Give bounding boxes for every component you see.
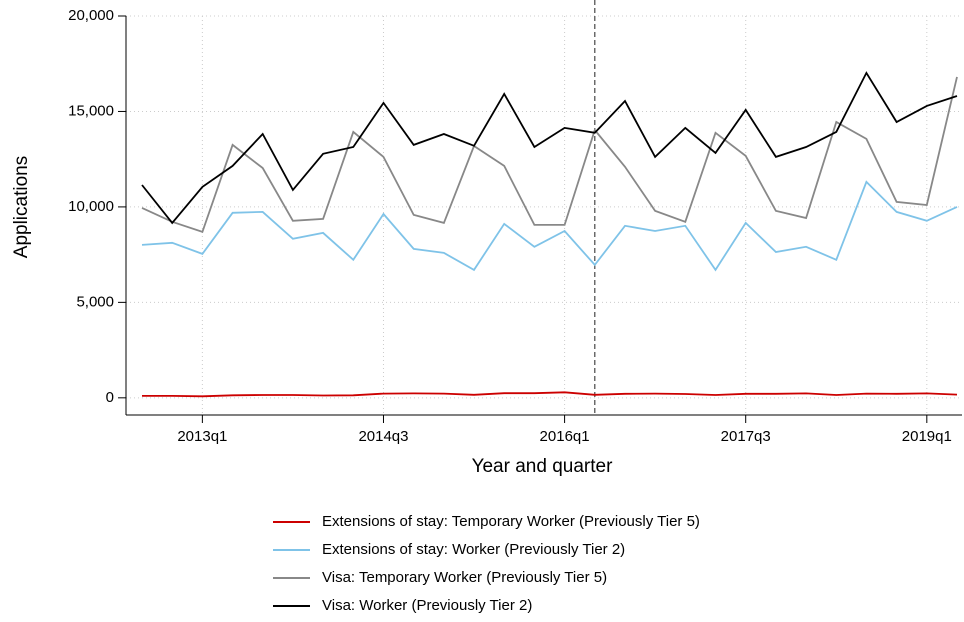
legend-label: Extensions of stay: Worker (Previously T…	[322, 541, 625, 558]
y-axis-title: Applications	[11, 156, 32, 258]
legend-label: Visa: Worker (Previously Tier 2)	[322, 597, 532, 614]
legend-label: Visa: Temporary Worker (Previously Tier …	[322, 569, 607, 586]
series-line	[141, 180, 958, 272]
y-tick-label: 10,000	[68, 198, 114, 215]
x-tick-label: 2013q1	[177, 428, 227, 445]
legend-label: Extensions of stay: Temporary Worker (Pr…	[322, 513, 700, 530]
y-tick-label: 0	[106, 389, 114, 406]
x-tick-label: 2016q1	[540, 428, 590, 445]
y-tick-label: 20,000	[68, 7, 114, 24]
series-line	[142, 391, 958, 398]
series-line	[141, 71, 958, 225]
x-tick-label: 2017q3	[721, 428, 771, 445]
x-tick-label: 2014q3	[358, 428, 408, 445]
y-tick-label: 5,000	[76, 293, 114, 310]
x-tick-label: 2019q1	[902, 428, 952, 445]
y-tick-label: 15,000	[68, 102, 114, 119]
series-line	[141, 76, 958, 234]
x-axis-title: Year and quarter	[472, 456, 614, 477]
